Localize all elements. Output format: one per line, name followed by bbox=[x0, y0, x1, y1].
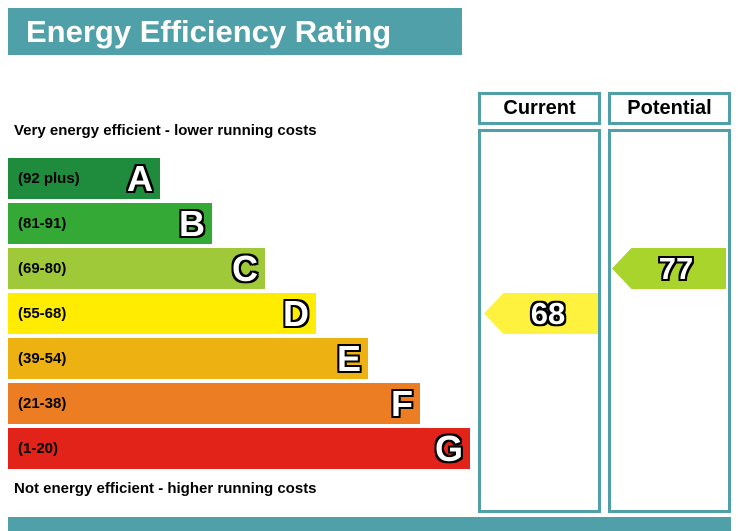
band-c-range: (69-80) bbox=[18, 260, 67, 277]
band-e: (39-54) E bbox=[8, 338, 470, 383]
current-column-header: Current bbox=[478, 92, 601, 125]
footer-bar bbox=[8, 517, 731, 531]
band-d: (55-68) D bbox=[8, 293, 470, 338]
band-b: (81-91) B bbox=[8, 203, 470, 248]
band-d-bar: (55-68) D bbox=[8, 293, 316, 334]
band-g-range: (1-20) bbox=[18, 440, 59, 457]
band-d-letter: D bbox=[283, 293, 309, 334]
potential-rating-value: 77 bbox=[658, 250, 694, 286]
band-g-bar: (1-20) G bbox=[8, 428, 470, 469]
top-efficiency-label: Very energy efficient - lower running co… bbox=[14, 122, 317, 139]
bottom-efficiency-label: Not energy efficient - higher running co… bbox=[14, 480, 317, 497]
band-f: (21-38) F bbox=[8, 383, 470, 428]
band-g: (1-20) G bbox=[8, 428, 470, 473]
band-b-range: (81-91) bbox=[18, 215, 67, 232]
band-f-range: (21-38) bbox=[18, 395, 67, 412]
band-g-letter: G bbox=[434, 428, 463, 469]
band-e-letter: E bbox=[336, 338, 361, 379]
band-c: (69-80) C bbox=[8, 248, 470, 293]
band-a: (92 plus) A bbox=[8, 158, 470, 203]
band-e-range: (39-54) bbox=[18, 350, 67, 367]
band-a-bar: (92 plus) A bbox=[8, 158, 160, 199]
page-title: Energy Efficiency Rating bbox=[8, 8, 462, 55]
potential-column bbox=[608, 129, 731, 513]
band-c-letter: C bbox=[232, 248, 258, 289]
band-d-range: (55-68) bbox=[18, 305, 67, 322]
band-a-letter: A bbox=[127, 158, 153, 199]
potential-arrow: 77 bbox=[612, 248, 726, 289]
current-rating-value: 68 bbox=[530, 295, 566, 331]
potential-column-header: Potential bbox=[608, 92, 731, 125]
band-b-letter: B bbox=[179, 203, 205, 244]
band-f-bar: (21-38) F bbox=[8, 383, 420, 424]
current-arrow: 68 bbox=[484, 293, 598, 334]
band-e-bar: (39-54) E bbox=[8, 338, 368, 379]
band-f-letter: F bbox=[391, 383, 413, 424]
rating-bands: (92 plus) A (81-91) B (69-80) C (55-68) … bbox=[8, 158, 470, 473]
band-a-range: (92 plus) bbox=[18, 170, 80, 187]
band-c-bar: (69-80) C bbox=[8, 248, 265, 289]
band-b-bar: (81-91) B bbox=[8, 203, 212, 244]
